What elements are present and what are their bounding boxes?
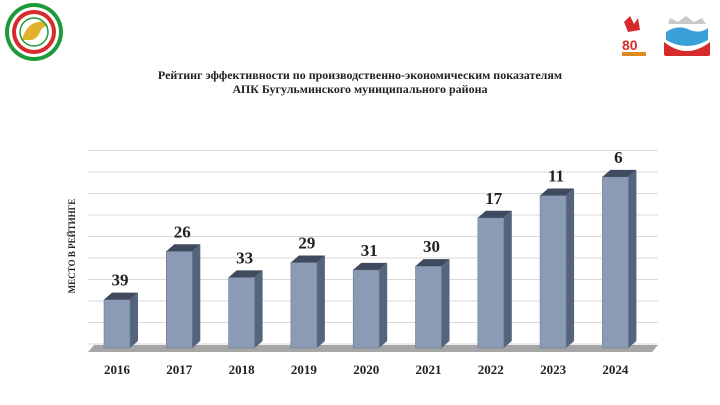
title-line-1: Рейтинг эффективности по производственно…	[157, 68, 563, 82]
bar-front	[103, 299, 131, 349]
tatarstan-emblem-icon	[5, 3, 63, 61]
data-label: 6	[614, 148, 623, 167]
bar-side	[130, 292, 138, 348]
x-tick-label: 2019	[291, 362, 318, 377]
bar-top	[477, 210, 512, 218]
x-tick-label: 2017	[166, 362, 193, 377]
bar-top	[540, 188, 575, 196]
data-label: 31	[361, 241, 378, 260]
bar-front	[352, 269, 380, 349]
bar-side	[503, 210, 512, 348]
bar	[166, 244, 201, 349]
bar	[103, 292, 138, 349]
bar-side	[192, 244, 201, 348]
bar-top	[228, 270, 263, 278]
x-tick-label: 2023	[540, 362, 567, 377]
bar-top	[104, 292, 138, 300]
victory-80-icon: 80	[622, 16, 646, 56]
bar-top	[353, 262, 388, 270]
data-label: 30	[423, 237, 440, 256]
bar-side	[441, 259, 450, 348]
title-line-2: АПК Бугульминского муниципального района	[232, 82, 488, 96]
bar-side	[254, 270, 263, 348]
data-label: 39	[112, 271, 129, 290]
bar-front	[290, 262, 318, 349]
bar	[290, 255, 325, 349]
bar-side	[628, 169, 637, 348]
x-tick-label: 2024	[602, 362, 629, 377]
bar	[415, 259, 450, 349]
bar	[539, 188, 575, 349]
bar	[228, 270, 263, 349]
bar	[352, 262, 388, 349]
data-label: 26	[174, 222, 191, 241]
bar-top	[166, 244, 201, 252]
x-tick-label: 2020	[353, 362, 379, 377]
x-tick-labels: 2016 2017 2018 2019 2020 2021 2022 2023 2024	[104, 362, 629, 377]
bar-front	[166, 250, 193, 349]
bar-side	[316, 255, 325, 348]
data-label: 33	[236, 248, 253, 267]
bar-front	[228, 277, 255, 349]
data-label: 11	[548, 166, 564, 185]
bar-front	[539, 195, 567, 349]
bugulma-coat-of-arms-icon	[664, 16, 710, 56]
x-tick-label: 2016	[104, 362, 131, 377]
x-tick-label: 2018	[229, 362, 256, 377]
right-logos: 80	[622, 16, 710, 56]
bars	[103, 169, 637, 349]
x-tick-label: 2021	[416, 362, 442, 377]
data-label: 29	[298, 233, 315, 252]
x-tick-label: 2022	[478, 362, 504, 377]
bar-front	[415, 265, 442, 349]
chart-title: Рейтинг эффективности по производственно…	[100, 68, 620, 96]
bar-front	[602, 176, 629, 349]
bar-side	[379, 262, 388, 348]
bar-top	[290, 255, 325, 263]
bar-top	[415, 259, 450, 267]
bar	[602, 169, 637, 349]
data-labels: 39 26 33 29 31 30 17 11 6	[112, 148, 623, 290]
data-label: 17	[485, 189, 503, 208]
svg-text:80: 80	[622, 37, 638, 53]
bar	[477, 210, 512, 349]
bar-side	[566, 188, 575, 348]
bar-front	[477, 217, 505, 349]
bar-top	[602, 169, 637, 177]
